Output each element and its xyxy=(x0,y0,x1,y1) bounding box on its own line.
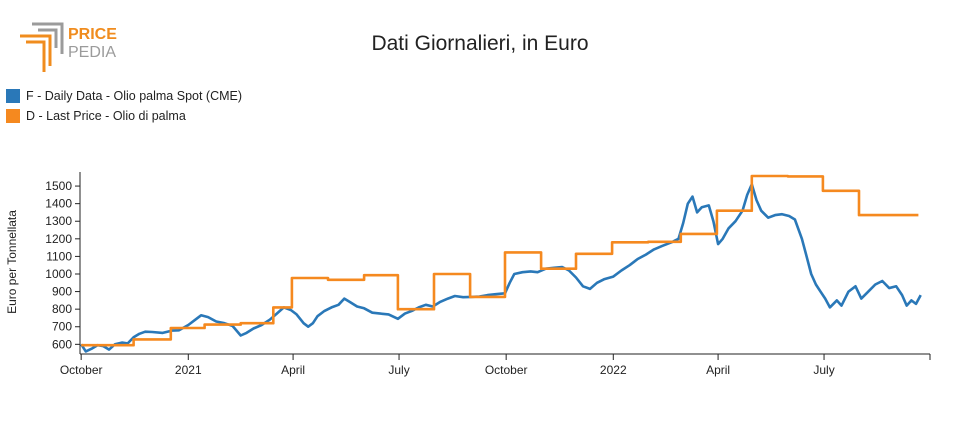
y-tick-label: 1400 xyxy=(45,197,72,211)
x-tick-label: July xyxy=(388,363,409,377)
legend-item-last-price[interactable]: D - Last Price - Olio di palma xyxy=(6,106,242,126)
y-tick-label: 600 xyxy=(52,337,72,351)
x-tick-label: October xyxy=(60,363,103,377)
y-tick-label: 800 xyxy=(52,302,72,316)
legend-swatch-spot xyxy=(6,89,20,103)
y-tick-label: 1300 xyxy=(45,214,72,228)
legend-swatch-last-price xyxy=(6,109,20,123)
x-tick-label: 2022 xyxy=(600,363,627,377)
x-tick-label: 2021 xyxy=(175,363,202,377)
y-tick-label: 1500 xyxy=(45,179,72,193)
x-tick-label: April xyxy=(281,363,305,377)
series-line-spot xyxy=(80,183,922,353)
legend-item-spot[interactable]: F - Daily Data - Olio palma Spot (CME) xyxy=(6,86,242,106)
y-tick-label: 1100 xyxy=(46,249,72,263)
chart-legend: F - Daily Data - Olio palma Spot (CME) D… xyxy=(6,86,242,126)
series-layer xyxy=(80,174,922,353)
logo-mark-icon xyxy=(20,22,64,72)
y-axis: 600 700 800 900 1000 1100 1200 1300 1400 1500 xyxy=(45,172,81,354)
legend-label-last-price: D - Last Price - Olio di palma xyxy=(26,109,186,123)
chart-title: Dati Giornalieri, in Euro xyxy=(371,32,589,55)
logo-text-pedia: PEDIA xyxy=(68,44,116,61)
y-tick-label: 900 xyxy=(52,285,72,299)
x-tick-label: April xyxy=(706,363,730,377)
series-line-last-price xyxy=(81,174,919,347)
y-tick-label: 700 xyxy=(52,320,72,334)
y-tick-label: 1200 xyxy=(45,232,72,246)
x-tick-label: July xyxy=(813,363,834,377)
logo-text-price: PRICE xyxy=(68,26,117,43)
x-tick-label: October xyxy=(485,363,528,377)
y-axis-label: Euro per Tonnellata xyxy=(5,210,19,314)
y-tick-label: 1000 xyxy=(45,267,72,281)
x-axis: October 2021 April July October 2022 April July xyxy=(60,353,931,377)
legend-label-spot: F - Daily Data - Olio palma Spot (CME) xyxy=(26,89,243,103)
pricepedia-logo: PRICE PEDIA xyxy=(18,22,128,74)
